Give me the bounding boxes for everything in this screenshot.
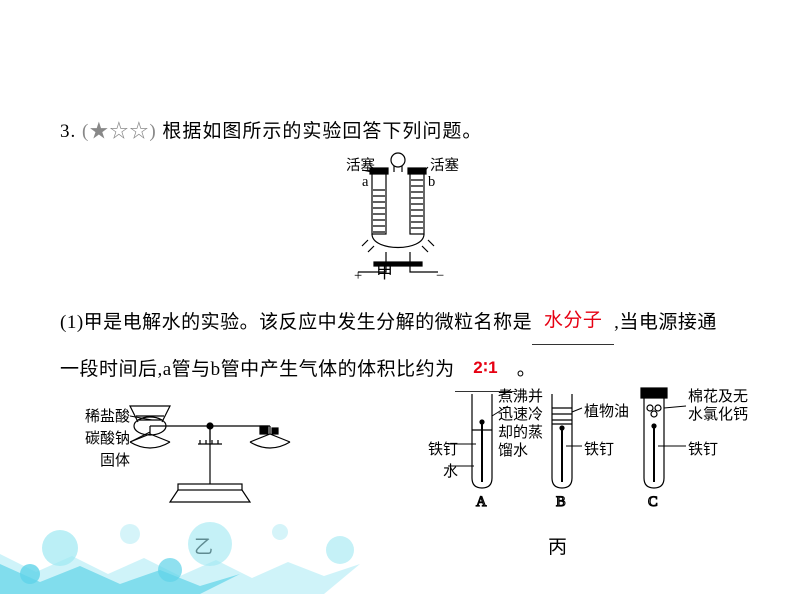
label-nail-B: 铁钉 <box>584 438 614 459</box>
difficulty-stars: (★☆☆) <box>82 121 157 142</box>
label-nail-A: 铁钉 <box>420 438 458 459</box>
label-stopper-right: 活塞 <box>430 156 459 174</box>
svg-text:A: A <box>476 494 487 510</box>
label-b: b <box>428 174 435 190</box>
answer-2: 2∶1 <box>473 358 498 377</box>
page: 3. (★☆☆) 根据如图所示的实验回答下列问题。 <box>0 0 794 594</box>
question-line: 3. (★☆☆) 根据如图所示的实验回答下列问题。 <box>60 116 482 143</box>
leader-lines-yi <box>130 410 160 460</box>
figure-yi-caption: 乙 <box>194 532 213 559</box>
blank-2: 2∶1 <box>455 345 517 392</box>
label-boiled-water: 煮沸并迅速冷却的蒸馏水 <box>498 388 564 460</box>
label-plus: + <box>354 268 362 282</box>
figure-bing-caption: 丙 <box>548 532 567 559</box>
svg-text:C: C <box>648 494 658 510</box>
label-a: a <box>362 174 369 190</box>
label-na2co3-1: 碳酸钠 <box>66 428 130 450</box>
label-na2co3-2: 固体 <box>66 450 130 472</box>
label-nail-C: 铁钉 <box>688 438 718 459</box>
question-number: 3. <box>60 121 76 142</box>
para1-prefix: (1)甲是电解水的实验。该反应中发生分解的微粒名称是 <box>60 312 532 333</box>
label-minus: − <box>436 268 444 282</box>
question-stem: 根据如图所示的实验回答下列问题。 <box>162 121 482 142</box>
figure-jia: 活塞 活塞 a b + − <box>318 152 478 282</box>
svg-text:B: B <box>556 494 566 510</box>
label-oil: 植物油 <box>584 400 629 421</box>
blank-1: 水分子 <box>532 298 614 345</box>
label-water-A: 水 <box>434 460 458 481</box>
paragraph-1: (1)甲是电解水的实验。该反应中发生分解的微粒名称是水分子,当电源接通一段时间后… <box>60 300 726 394</box>
answer-1: 水分子 <box>544 310 603 331</box>
figure-yi-labels: 稀盐酸 碳酸钠 固体 <box>66 406 130 472</box>
figure-jia-caption: 甲 <box>376 258 393 283</box>
label-cotton: 棉花及无水氯化钙 <box>688 388 768 424</box>
para1-suffix: 。 <box>517 359 537 380</box>
label-hcl: 稀盐酸 <box>66 406 130 428</box>
